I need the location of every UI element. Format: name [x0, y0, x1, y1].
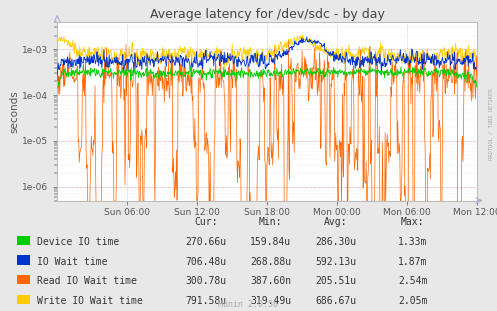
Text: Avg:: Avg:	[324, 217, 347, 227]
Text: Read IO Wait time: Read IO Wait time	[37, 276, 137, 286]
Text: 387.60n: 387.60n	[250, 276, 291, 286]
Text: 300.78u: 300.78u	[186, 276, 227, 286]
Text: Device IO time: Device IO time	[37, 237, 119, 247]
Text: Cur:: Cur:	[194, 217, 218, 227]
Text: Min:: Min:	[259, 217, 283, 227]
Text: 791.58u: 791.58u	[186, 296, 227, 306]
Text: Max:: Max:	[401, 217, 424, 227]
Text: 319.49u: 319.49u	[250, 296, 291, 306]
Text: 1.87m: 1.87m	[398, 257, 427, 267]
Text: 2.05m: 2.05m	[398, 296, 427, 306]
Text: IO Wait time: IO Wait time	[37, 257, 108, 267]
Text: 2.54m: 2.54m	[398, 276, 427, 286]
Text: 592.13u: 592.13u	[315, 257, 356, 267]
Text: Munin 2.0.56: Munin 2.0.56	[219, 300, 278, 309]
Text: 205.51u: 205.51u	[315, 276, 356, 286]
Text: 686.67u: 686.67u	[315, 296, 356, 306]
Text: Write IO Wait time: Write IO Wait time	[37, 296, 143, 306]
Y-axis label: seconds: seconds	[9, 90, 19, 132]
Text: 1.33m: 1.33m	[398, 237, 427, 247]
Text: RRDTOOL / TOBI OETIKER: RRDTOOL / TOBI OETIKER	[489, 89, 494, 160]
Text: 706.48u: 706.48u	[186, 257, 227, 267]
Text: 286.30u: 286.30u	[315, 237, 356, 247]
Title: Average latency for /dev/sdc - by day: Average latency for /dev/sdc - by day	[150, 7, 385, 21]
Text: 268.88u: 268.88u	[250, 257, 291, 267]
Text: 270.66u: 270.66u	[186, 237, 227, 247]
Text: 159.84u: 159.84u	[250, 237, 291, 247]
